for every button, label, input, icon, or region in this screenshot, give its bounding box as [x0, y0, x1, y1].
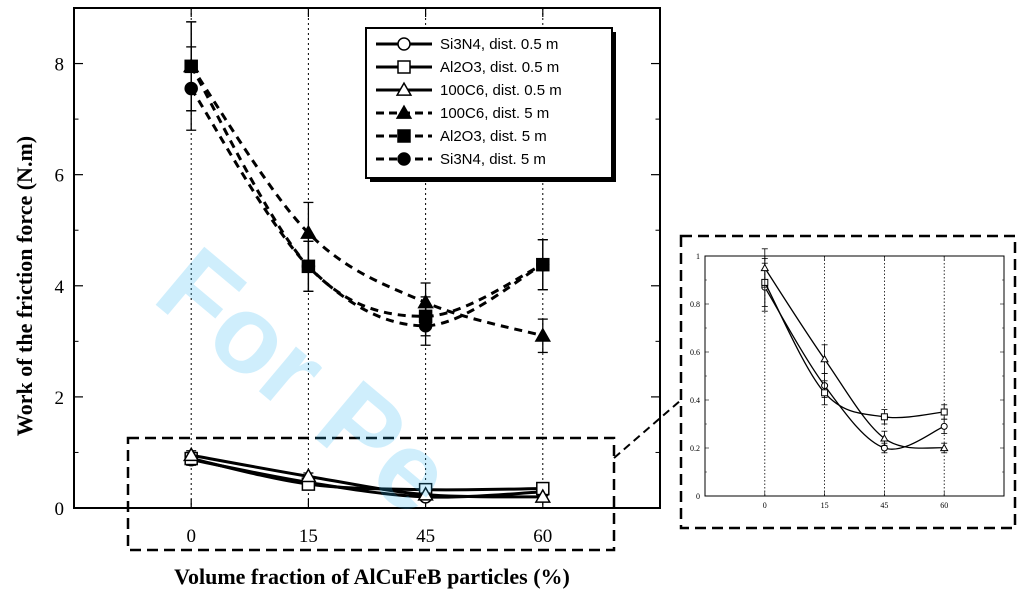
x-tick-label: 15: [821, 501, 829, 510]
y-tick-label: 0.4: [690, 396, 700, 405]
legend-marker: [395, 104, 413, 119]
y-tick-label: 6: [55, 166, 65, 187]
data-point: [821, 389, 829, 397]
inset-frame: [679, 234, 1017, 530]
zoom-connector-line: [613, 399, 682, 459]
legend-marker: [397, 37, 411, 51]
inset-series-group: [760, 248, 949, 454]
x-tick-label: 45: [416, 526, 435, 547]
legend-marker: [397, 60, 411, 74]
series-line: [190, 453, 543, 499]
data-point: [300, 467, 317, 483]
legend-entry: Si3N4, dist. 5 m: [376, 151, 546, 168]
series-line: [189, 87, 544, 328]
data-point: [939, 443, 949, 452]
data-point: [301, 259, 316, 274]
legend-entry: Al2O3, dist. 0.5 m: [376, 59, 559, 76]
y-tick-label: 0.8: [690, 300, 700, 309]
y-tick-label: 8: [55, 55, 65, 76]
x-tick-label: 15: [299, 526, 318, 547]
series-line: [764, 286, 945, 450]
y-tick-label: 0: [696, 492, 700, 501]
data-point: [940, 422, 948, 430]
legend-label: 100C6, dist. 5 m: [440, 105, 549, 122]
y-tick-label: 2: [55, 388, 65, 409]
series-line: [190, 457, 543, 492]
legend: Si3N4, dist. 0.5 m Al2O3, dist. 0.5 m 100C…: [365, 27, 616, 182]
axes: 0 15 45 60 0 2 4 6 8: [55, 7, 661, 547]
x-tick-label: 0: [186, 526, 196, 547]
plot-frame: [73, 7, 661, 509]
x-axis-title: Volume fraction of AlCuFeB particles (%): [174, 564, 570, 589]
inset-axes: 0 15 45 60 0 0.2 0.4 0.6 0.8 1: [690, 252, 1005, 510]
legend-marker: [395, 81, 413, 96]
series: [760, 248, 949, 454]
legend-label: Si3N4, dist. 5 m: [440, 151, 546, 168]
inset-grid-lines: [764, 256, 945, 496]
legend-label: Al2O3, dist. 5 m: [440, 128, 547, 145]
series: [761, 262, 948, 454]
y-tick-label: 4: [55, 277, 65, 298]
legend-entry: Al2O3, dist. 5 m: [376, 128, 547, 145]
legend-entry: 100C6, dist. 0.5 m: [376, 81, 562, 99]
data-point: [534, 488, 551, 503]
series: [761, 257, 948, 425]
data-point: [534, 327, 551, 342]
zoom-region-box: [126, 436, 616, 552]
data-point: [760, 263, 770, 272]
main-chart: 0 15 45 60 0 2 4 6 8 Volume fraction of AlCuFeB …: [12, 7, 661, 589]
y-axis-title: Work of the friction force (N.m): [12, 136, 37, 436]
legend-marker: [397, 129, 411, 143]
inset-chart: 0 15 45 60 0 0.2 0.4 0.6 0.8 1: [690, 248, 1005, 510]
legend-label: Al2O3, dist. 0.5 m: [440, 59, 559, 76]
y-tick-label: 1: [696, 252, 700, 261]
legend-label: Si3N4, dist. 0.5 m: [440, 36, 558, 53]
data-point: [940, 408, 948, 416]
series-line: [189, 65, 544, 318]
legend-marker: [397, 152, 411, 166]
data-point: [536, 257, 550, 272]
legend-label: 100C6, dist. 0.5 m: [440, 82, 562, 99]
series: [184, 46, 550, 346]
x-tick-label: 60: [940, 501, 948, 510]
legend-entry: 100C6, dist. 5 m: [376, 104, 549, 122]
data-point: [418, 319, 433, 333]
x-tick-label: 45: [880, 501, 888, 510]
data-point: [820, 354, 829, 363]
x-tick-label: 0: [763, 501, 767, 510]
y-tick-label: 0.2: [690, 444, 700, 453]
data-point: [300, 224, 317, 239]
x-tick-label: 60: [533, 526, 552, 547]
series-line: [764, 267, 945, 449]
y-tick-label: 0: [55, 499, 65, 520]
series: [183, 446, 551, 503]
legend-entry: Si3N4, dist. 0.5 m: [376, 36, 558, 53]
data-point: [880, 413, 888, 421]
data-point: [880, 433, 889, 442]
series-group: [183, 21, 551, 504]
data-point: [417, 486, 434, 501]
y-tick-label: 0.6: [690, 348, 700, 357]
data-point: [184, 81, 198, 96]
plot-frame: [704, 255, 1005, 497]
data-point: [183, 446, 200, 462]
series-line: [764, 282, 945, 419]
